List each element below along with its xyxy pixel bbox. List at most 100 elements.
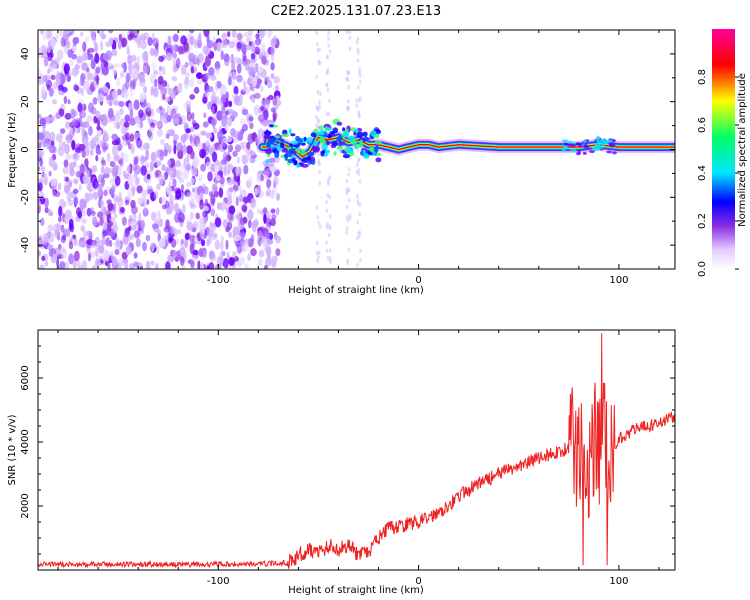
noise-speckle xyxy=(120,123,125,134)
ridge-blob xyxy=(318,125,324,130)
snr-frame xyxy=(37,329,676,571)
noise-speckle xyxy=(58,216,62,223)
ridge-blob xyxy=(268,137,277,143)
noise-speckle xyxy=(228,205,236,215)
noise-speckle xyxy=(78,143,86,152)
noise-speckle xyxy=(161,164,166,172)
noise-speckle xyxy=(142,65,149,74)
noise-speckle xyxy=(221,39,228,48)
noise-speckle xyxy=(78,184,83,191)
noise-speckle xyxy=(92,216,98,227)
noise-speckle xyxy=(206,85,214,93)
noise-speckle xyxy=(220,235,225,243)
noise-speckle xyxy=(234,130,240,139)
noise-speckle xyxy=(357,157,361,162)
noise-speckle xyxy=(171,90,176,96)
noise-speckle xyxy=(228,144,233,153)
noise-speckle xyxy=(146,102,151,112)
noise-speckle xyxy=(276,192,280,202)
noise-speckle xyxy=(40,217,45,226)
noise-speckle xyxy=(189,243,195,255)
noise-speckle xyxy=(139,266,143,269)
noise-speckle xyxy=(133,132,141,139)
noise-speckle xyxy=(156,128,163,138)
noise-speckle xyxy=(178,212,185,223)
noise-speckle xyxy=(100,40,104,51)
noise-speckle xyxy=(327,177,331,182)
noise-speckle xyxy=(56,133,63,143)
ridge-blob xyxy=(582,139,587,143)
noise-speckle xyxy=(118,40,122,50)
noise-speckle xyxy=(71,139,76,151)
noise-speckle xyxy=(195,59,200,65)
noise-speckle xyxy=(347,166,351,172)
noise-speckle xyxy=(184,61,189,68)
noise-speckle xyxy=(316,258,320,264)
noise-speckle xyxy=(325,70,329,76)
noise-speckle xyxy=(111,185,116,195)
noise-speckle xyxy=(210,118,217,126)
noise-speckle xyxy=(126,44,130,55)
ridge-blob xyxy=(306,151,315,157)
noise-speckle xyxy=(236,63,242,74)
noise-speckle xyxy=(348,213,351,218)
noise-speckle xyxy=(328,232,331,238)
ridge-blob xyxy=(583,144,588,148)
noise-speckle xyxy=(134,115,139,122)
noise-speckle xyxy=(199,199,204,211)
noise-speckle xyxy=(273,175,279,186)
noise-speckle xyxy=(272,35,278,45)
ridge-blob xyxy=(570,149,577,153)
noise-speckle xyxy=(215,96,220,106)
noise-speckle xyxy=(160,116,167,125)
noise-speckle xyxy=(123,121,130,128)
colorbar: 0.0 0.2 0.4 0.6 0.8 Normalized spectral ampl… xyxy=(697,29,748,277)
noise-speckle xyxy=(258,66,264,73)
noise-speckle xyxy=(106,224,112,232)
noise-speckle xyxy=(137,197,143,205)
noise-speckle xyxy=(211,90,216,100)
noise-speckle xyxy=(157,85,164,90)
noise-speckle xyxy=(173,116,177,126)
ridge-blob xyxy=(606,150,613,154)
noise-speckle xyxy=(146,173,151,180)
noise-speckle xyxy=(176,229,182,235)
noise-speckle xyxy=(105,210,112,217)
y-tick-label: -20 xyxy=(20,189,31,205)
noise-speckle xyxy=(166,52,173,61)
noise-speckle xyxy=(242,196,249,204)
noise-speckle xyxy=(257,184,262,194)
noise-speckle xyxy=(316,215,320,220)
noise-speckle xyxy=(214,217,222,228)
noise-speckle xyxy=(172,65,177,73)
noise-speckle xyxy=(210,194,216,205)
noise-speckle xyxy=(95,74,100,86)
noise-speckle xyxy=(185,72,190,80)
noise-speckle xyxy=(48,156,54,168)
noise-speckle xyxy=(167,159,172,167)
noise-speckle xyxy=(131,205,138,215)
noise-speckle xyxy=(359,96,362,101)
noise-speckle xyxy=(105,50,112,61)
noise-speckle xyxy=(132,224,137,231)
ridge-blob xyxy=(269,124,274,128)
noise-speckle xyxy=(167,169,174,177)
y-tick-label: -40 xyxy=(20,237,31,253)
noise-speckle xyxy=(99,217,104,227)
noise-speckle xyxy=(345,225,349,231)
spectrogram-x-ticks: -100 0 100 xyxy=(57,30,660,286)
y-tick-label: 20 xyxy=(20,95,31,108)
noise-speckle xyxy=(69,127,73,134)
noise-speckle xyxy=(55,31,59,42)
noise-speckle xyxy=(257,128,264,135)
noise-speckle xyxy=(56,72,61,79)
noise-speckle xyxy=(347,71,350,76)
ridge-blob xyxy=(561,139,569,143)
noise-speckle xyxy=(86,115,93,123)
noise-speckle xyxy=(95,155,99,162)
noise-speckle xyxy=(39,264,45,269)
noise-speckle xyxy=(38,150,45,158)
noise-speckle xyxy=(109,239,113,248)
noise-speckle xyxy=(123,88,129,99)
ridge-blob xyxy=(276,146,281,152)
